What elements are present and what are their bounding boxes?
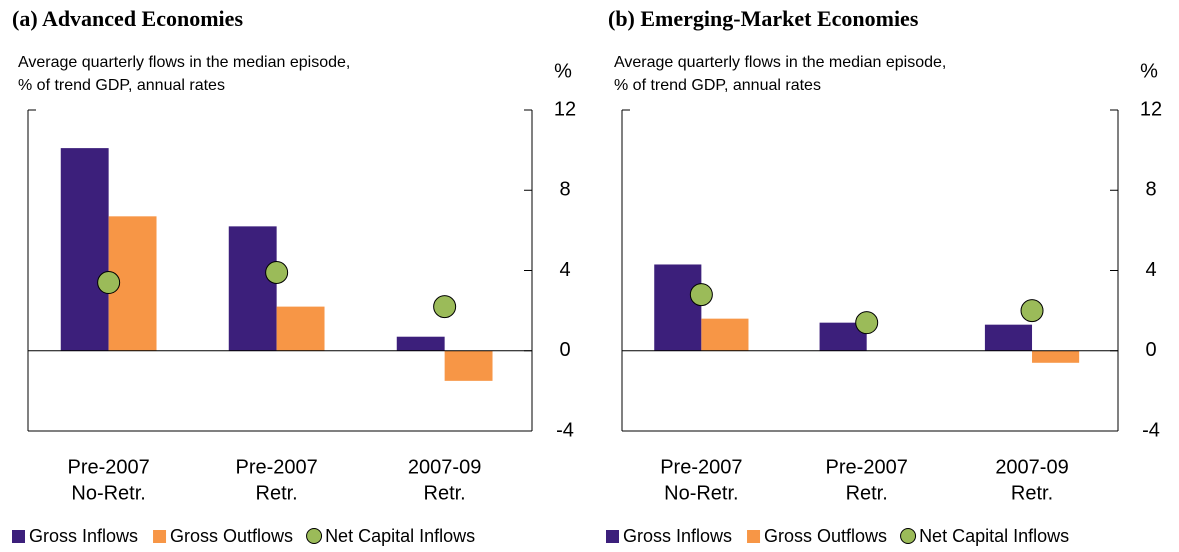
marker bbox=[97, 271, 121, 295]
x-tick-label: Pre-2007 bbox=[660, 456, 742, 478]
bar bbox=[984, 324, 1033, 351]
x-tick-label: Retr. bbox=[424, 482, 466, 504]
y-tick-label: 4 bbox=[1145, 259, 1156, 281]
x-tick-label: Retr. bbox=[256, 482, 298, 504]
chart-title: (a) Advanced Economies bbox=[12, 6, 243, 31]
y-axis-label: % bbox=[554, 60, 572, 82]
x-tick-label: 2007-09 bbox=[995, 456, 1068, 478]
y-tick-label: 8 bbox=[559, 179, 570, 201]
x-tick-label: Retr. bbox=[1011, 482, 1053, 504]
subtitle: % of trend GDP, annual rates bbox=[18, 77, 225, 94]
legend-label: Gross Outflows bbox=[764, 526, 887, 546]
legend-label: Net Capital Inflows bbox=[919, 526, 1069, 546]
marker bbox=[265, 261, 289, 285]
x-tick-label: No-Retr. bbox=[664, 482, 738, 504]
bar bbox=[60, 148, 109, 351]
y-axis-label: % bbox=[1140, 60, 1158, 82]
legend-swatch bbox=[12, 530, 25, 543]
subtitle: % of trend GDP, annual rates bbox=[614, 77, 821, 94]
legend-swatch bbox=[606, 530, 619, 543]
y-tick-label: -4 bbox=[1142, 419, 1160, 441]
chart-title: (b) Emerging-Market Economies bbox=[608, 6, 919, 31]
x-tick-label: No-Retr. bbox=[71, 482, 145, 504]
legend-swatch bbox=[900, 528, 917, 544]
y-tick-label: 4 bbox=[559, 259, 570, 281]
legend-swatch bbox=[153, 530, 167, 543]
marker bbox=[855, 311, 879, 335]
y-tick-label: 0 bbox=[1145, 339, 1156, 361]
legend-label: Gross Inflows bbox=[29, 526, 138, 546]
bar bbox=[276, 306, 325, 351]
subtitle: Average quarterly flows in the median ep… bbox=[18, 54, 350, 71]
y-tick-label: 0 bbox=[559, 339, 570, 361]
marker bbox=[433, 295, 457, 319]
y-tick-label: 8 bbox=[1145, 179, 1156, 201]
marker bbox=[1020, 299, 1044, 323]
legend-label: Net Capital Inflows bbox=[325, 526, 475, 546]
legend-swatch bbox=[306, 528, 323, 544]
bar bbox=[396, 336, 445, 351]
x-tick-label: Pre-2007 bbox=[67, 456, 149, 478]
bar bbox=[228, 226, 277, 351]
legend-label: Gross Inflows bbox=[623, 526, 732, 546]
legend-label: Gross Outflows bbox=[170, 526, 293, 546]
bar bbox=[444, 350, 493, 381]
subtitle: Average quarterly flows in the median ep… bbox=[614, 54, 946, 71]
bar bbox=[701, 318, 749, 351]
bar bbox=[1032, 350, 1080, 363]
x-tick-label: Retr. bbox=[846, 482, 888, 504]
y-tick-label: 12 bbox=[554, 98, 576, 120]
legend-swatch bbox=[747, 530, 761, 543]
x-tick-label: Pre-2007 bbox=[826, 456, 908, 478]
x-tick-label: 2007-09 bbox=[408, 456, 481, 478]
bar bbox=[654, 264, 702, 351]
marker bbox=[689, 283, 713, 307]
y-tick-label: 12 bbox=[1140, 98, 1162, 120]
y-tick-label: -4 bbox=[556, 419, 574, 441]
x-tick-label: Pre-2007 bbox=[235, 456, 317, 478]
